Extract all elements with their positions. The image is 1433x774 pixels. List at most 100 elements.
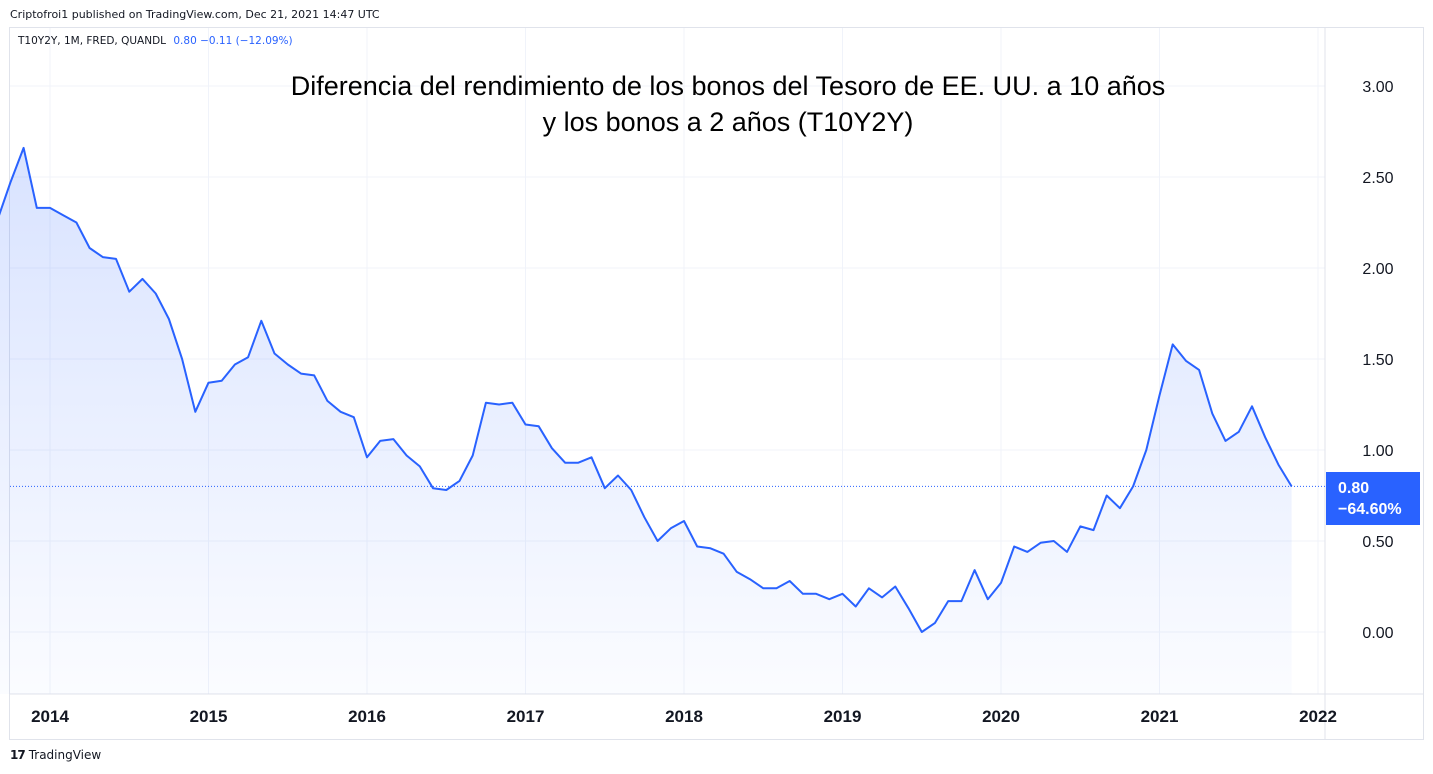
data-point[interactable] [21, 145, 27, 151]
data-point[interactable] [787, 578, 793, 584]
symbol-legend[interactable]: T10Y2Y, 1M, FRED, QUANDL 0.80 −0.11 (−12… [18, 35, 293, 47]
data-point[interactable] [853, 604, 859, 610]
data-point[interactable] [1130, 483, 1136, 489]
data-point[interactable] [1183, 358, 1189, 364]
data-point[interactable] [1275, 462, 1281, 468]
data-point[interactable] [113, 256, 119, 262]
data-point[interactable] [774, 585, 780, 591]
data-point[interactable] [826, 596, 832, 602]
data-point[interactable] [1209, 411, 1215, 417]
data-point[interactable] [100, 254, 106, 260]
data-point[interactable] [417, 463, 423, 469]
data-point[interactable] [364, 454, 370, 460]
data-point[interactable] [1064, 549, 1070, 555]
data-point[interactable] [575, 460, 581, 466]
data-point[interactable] [443, 487, 449, 493]
data-point[interactable] [192, 409, 198, 415]
data-point[interactable] [390, 436, 396, 442]
data-point[interactable] [457, 478, 463, 484]
data-point[interactable] [1236, 429, 1242, 435]
data-point[interactable] [589, 454, 595, 460]
data-point[interactable] [694, 544, 700, 550]
data-point[interactable] [232, 362, 238, 368]
data-point[interactable] [734, 569, 740, 575]
data-point[interactable] [866, 585, 872, 591]
data-point[interactable] [985, 596, 991, 602]
data-point[interactable] [73, 220, 79, 226]
data-point[interactable] [258, 318, 264, 324]
data-point[interactable] [509, 400, 515, 406]
data-point[interactable] [523, 422, 529, 428]
data-point[interactable] [562, 460, 568, 466]
data-point[interactable] [1143, 447, 1149, 453]
data-point[interactable] [906, 605, 912, 611]
data-point[interactable] [602, 485, 608, 491]
data-point[interactable] [945, 598, 951, 604]
data-point[interactable] [1157, 392, 1163, 398]
data-point[interactable] [813, 591, 819, 597]
data-point[interactable] [153, 291, 159, 297]
data-point[interactable] [140, 276, 146, 282]
data-point[interactable] [245, 354, 251, 360]
data-point[interactable] [879, 594, 885, 600]
data-point[interactable] [1104, 493, 1110, 499]
data-point[interactable] [972, 567, 978, 573]
data-point[interactable] [87, 245, 93, 251]
data-point[interactable] [126, 289, 132, 295]
data-point[interactable] [549, 445, 555, 451]
data-point[interactable] [272, 351, 278, 357]
data-point[interactable] [377, 438, 383, 444]
data-point[interactable] [1196, 367, 1202, 373]
data-point[interactable] [655, 538, 661, 544]
data-point[interactable] [800, 591, 806, 597]
data-point[interactable] [1170, 341, 1176, 347]
data-point[interactable] [919, 629, 925, 635]
data-point[interactable] [1117, 505, 1123, 511]
data-point[interactable] [496, 402, 502, 408]
data-point[interactable] [641, 514, 647, 520]
data-point[interactable] [747, 576, 753, 582]
data-point[interactable] [892, 584, 898, 590]
data-point[interactable] [1011, 544, 1017, 550]
data-point[interactable] [430, 485, 436, 491]
data-point[interactable] [615, 473, 621, 479]
data-point[interactable] [311, 372, 317, 378]
data-point[interactable] [206, 380, 212, 386]
time-scale[interactable]: 2014 2015 2016 2017 2018 2019 2020 2021 2022 [31, 707, 1337, 726]
data-point[interactable] [7, 180, 13, 186]
data-point[interactable] [298, 371, 304, 377]
data-point[interactable] [681, 518, 687, 524]
data-point[interactable] [324, 398, 330, 404]
data-point[interactable] [1289, 483, 1295, 489]
data-point[interactable] [285, 362, 291, 368]
data-point[interactable] [1038, 540, 1044, 546]
data-point[interactable] [536, 423, 542, 429]
price-scale[interactable]: 3.00 2.50 2.00 1.50 1.00 0.50 0.00 [1362, 79, 1393, 642]
data-point[interactable] [166, 316, 172, 322]
tradingview-logo[interactable]: 17 TradingView [10, 748, 101, 762]
data-point[interactable] [1223, 438, 1229, 444]
data-point[interactable] [404, 453, 410, 459]
data-point[interactable] [760, 585, 766, 591]
data-point[interactable] [483, 400, 489, 406]
data-point[interactable] [721, 551, 727, 557]
data-point[interactable] [179, 356, 185, 362]
data-point[interactable] [707, 545, 713, 551]
data-point[interactable] [840, 591, 846, 597]
data-point[interactable] [668, 525, 674, 531]
data-point[interactable] [1262, 434, 1268, 440]
data-point[interactable] [1051, 538, 1057, 544]
data-point[interactable] [351, 414, 357, 420]
data-point[interactable] [34, 205, 40, 211]
data-point[interactable] [219, 378, 225, 384]
data-point[interactable] [998, 580, 1004, 586]
data-point[interactable] [1249, 403, 1255, 409]
data-point[interactable] [47, 205, 53, 211]
data-point[interactable] [1077, 523, 1083, 529]
data-point[interactable] [628, 487, 634, 493]
data-point[interactable] [338, 409, 344, 415]
data-point[interactable] [1091, 527, 1097, 533]
data-point[interactable] [932, 620, 938, 626]
data-point[interactable] [1024, 549, 1030, 555]
data-point[interactable] [470, 453, 476, 459]
